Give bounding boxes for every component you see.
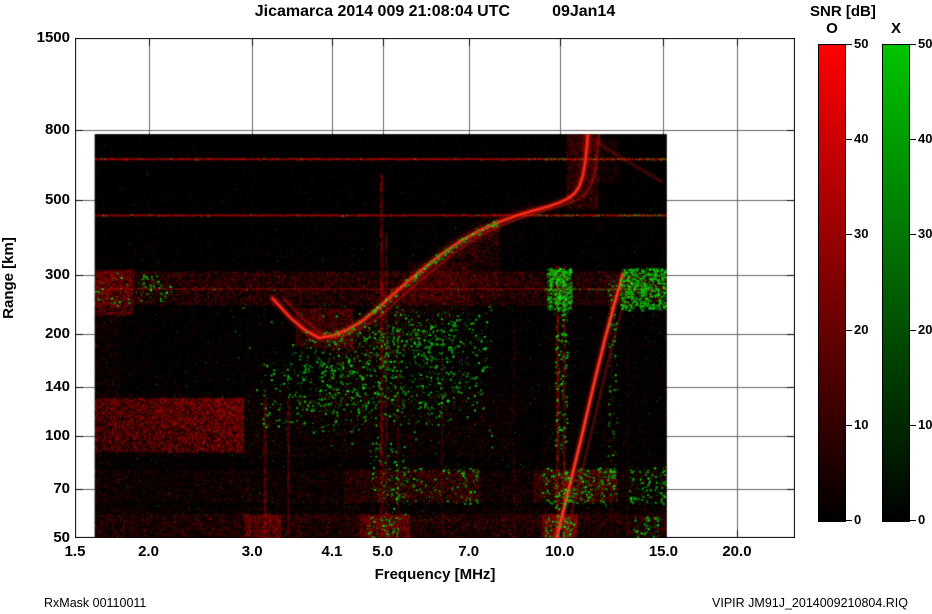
- y-tick-label: 70: [53, 479, 70, 497]
- colorbar-tick-label: 30: [918, 226, 932, 242]
- x-tick-label: 20.0: [722, 543, 752, 560]
- colorbar-tick-label: 40: [918, 131, 932, 147]
- y-tick-label: 200: [44, 325, 70, 343]
- y-tick-label: 300: [44, 265, 70, 283]
- x-tick-label: 15.0: [648, 543, 679, 560]
- y-tick-label: 140: [44, 377, 70, 395]
- colorbar-x: [882, 44, 910, 522]
- colorbar-tick-label: 10: [854, 416, 869, 432]
- colorbar-tick-label: 50: [918, 36, 932, 51]
- plot-title-text: Jicamarca 2014 009 21:08:04 UTC: [254, 3, 511, 20]
- colorbar-tick-mark: [846, 520, 852, 521]
- colorbar-tick-mark: [910, 44, 916, 45]
- colorbar-tick-mark: [846, 44, 852, 45]
- colorbar-tick-label: 0: [854, 512, 862, 527]
- x-tick-label: 1.5: [64, 543, 86, 560]
- rxmask-text: RxMask 00110011: [44, 596, 147, 610]
- colorbar-tick-label: 40: [854, 131, 869, 147]
- y-tick-label: 800: [44, 121, 70, 139]
- plot-area: [75, 38, 795, 538]
- colorbar-mode-label: O: [826, 20, 838, 37]
- y-tick-label: 1500: [36, 29, 70, 46]
- colorbar-tick-mark: [846, 329, 852, 331]
- y-tick-label: 500: [44, 190, 70, 208]
- colorbar-tick-label: 20: [854, 321, 869, 337]
- colorbar-title: SNR [dB]: [810, 3, 876, 20]
- y-axis-label: Range [km]: [0, 237, 17, 319]
- colorbar-tick-mark: [910, 139, 916, 141]
- colorbar-tick-label: 20: [918, 321, 932, 337]
- colorbar-tick-mark: [910, 424, 916, 426]
- colorbar-tick-label: 50: [854, 36, 869, 51]
- ionogram-canvas: [75, 38, 795, 538]
- colorbar-tick-mark: [846, 139, 852, 141]
- colorbar-tick-label: 30: [854, 226, 869, 242]
- x-tick-label: 10.0: [545, 543, 575, 560]
- plot-title-date: 09Jan14: [552, 3, 616, 20]
- x-tick-label: 3.0: [241, 543, 263, 560]
- colorbar-tick-mark: [846, 234, 852, 236]
- colorbar-tick-label: 0: [918, 512, 926, 527]
- colorbar-o: [818, 44, 846, 522]
- plot-title: Jicamarca 2014 009 21:08:04 UTC 09Jan14: [75, 3, 795, 21]
- colorbar-tick-mark: [910, 329, 916, 331]
- file-name-text: VIPIR JM91J_2014009210804.RIQ: [712, 596, 908, 610]
- colorbar-tick-label: 10: [918, 416, 932, 432]
- y-tick-label: 50: [53, 529, 70, 546]
- x-tick-label: 2.0: [138, 543, 159, 560]
- y-tick-label: 100: [44, 427, 70, 445]
- colorbar-tick-mark: [910, 234, 916, 236]
- x-tick-label: 5.0: [372, 543, 394, 560]
- colorbar-mode-label: X: [890, 20, 901, 37]
- x-axis-label: Frequency [MHz]: [374, 566, 496, 583]
- x-tick-label: 4.1: [321, 543, 343, 560]
- colorbar-tick-mark: [846, 424, 852, 426]
- colorbar-tick-mark: [910, 520, 916, 521]
- x-tick-label: 7.0: [458, 543, 480, 560]
